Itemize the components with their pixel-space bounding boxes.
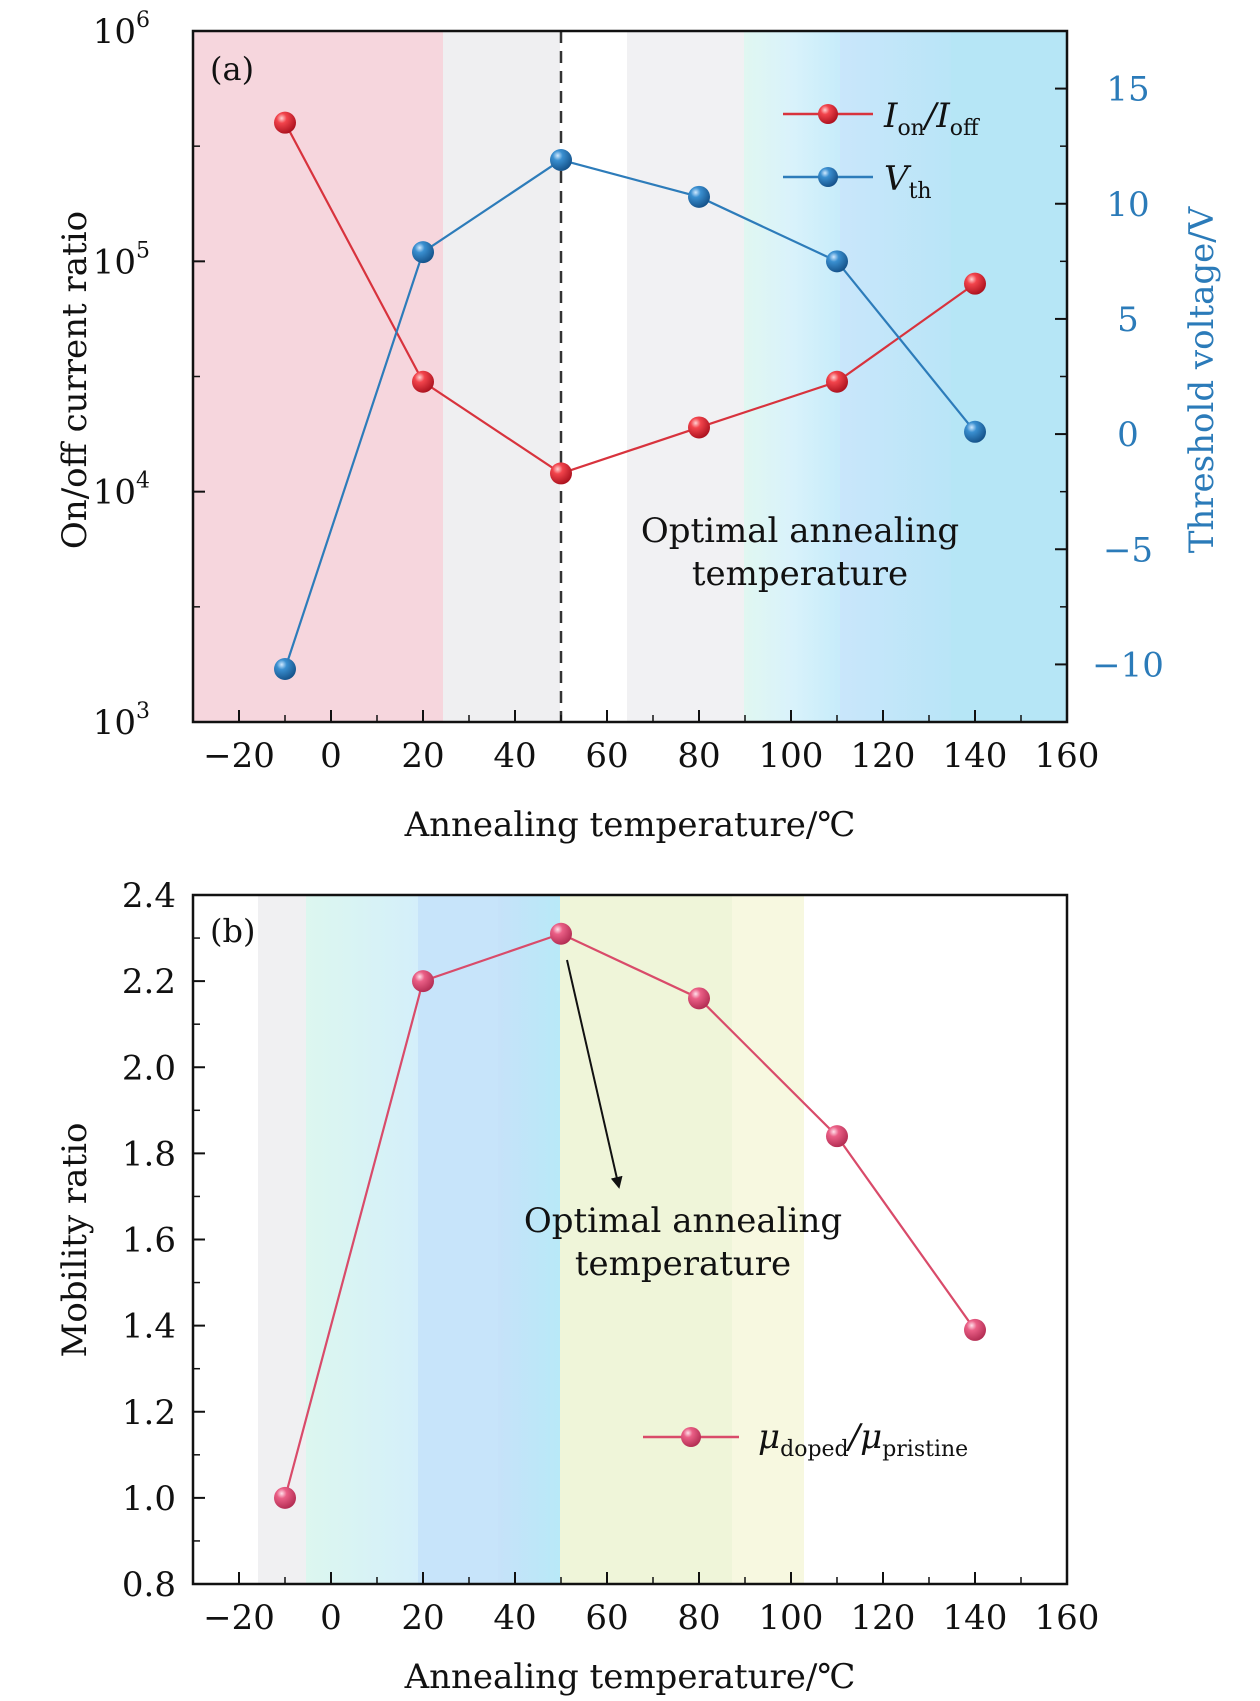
panel-b-legend: μdoped/μpristine: [643, 1417, 968, 1462]
panel-a-x-tick-label: 0: [320, 736, 342, 776]
panel-a-x-tick-label: 40: [493, 736, 536, 776]
legend-vth-label: Vth: [884, 159, 932, 204]
panel-a-right-y-tick-label: 15: [1106, 70, 1149, 110]
vth-point-2: [550, 148, 572, 171]
ion-ioff-point-3: [688, 416, 710, 439]
ion-ioff-series-line: [284, 122, 976, 475]
panel-a-right-y-tick-label: 5: [1117, 300, 1139, 340]
panel-b-annotation-line1: Optimal annealing: [524, 1201, 842, 1241]
panel-b-y-tick-label: 1.6: [122, 1221, 176, 1261]
panel-a-annotation-line1: Optimal annealing: [641, 511, 959, 551]
mobility-ratio-point-2: [550, 922, 572, 945]
ion-ioff-point-1: [412, 370, 434, 393]
legend-mobility-marker: [681, 1427, 701, 1447]
panel-a-x-tick-label: −20: [203, 736, 275, 776]
panel-a-left-y-axis-label: On/off current ratio: [55, 211, 95, 549]
vth-point-4: [826, 250, 848, 273]
panel-a-x-tick-label: 140: [943, 736, 1008, 776]
panel-a-left-y-tick-label: 105: [93, 238, 150, 282]
panel-b-y-axis-label: Mobility ratio: [55, 1123, 95, 1358]
legend-mobility-label: μdoped/μpristine: [758, 1417, 968, 1462]
panel-a-right-y-tick-label: −5: [1103, 530, 1153, 570]
panel-a-x-tick-label: 160: [1035, 736, 1100, 776]
ion-ioff-point-4: [826, 370, 848, 393]
panel-b-y-tick-label: 1.2: [122, 1393, 176, 1433]
panel-a-x-tick-label: 100: [759, 736, 824, 776]
panel-a-right-y-axis-label: Threshold voltage/V: [1182, 205, 1222, 553]
panel-b-x-tick-label: 60: [585, 1598, 628, 1638]
mobility-ratio-point-4: [826, 1125, 848, 1148]
panel-a-left-y-tick-label: 104: [93, 469, 150, 513]
panel-a-x-tick-label: 20: [401, 736, 444, 776]
panel-b-x-tick-label: 160: [1035, 1598, 1100, 1638]
ion-ioff-point-2: [550, 462, 572, 485]
panel-b-x-tick-label: 140: [943, 1598, 1008, 1638]
panel-b-label: (b): [210, 912, 255, 950]
vth-point-3: [688, 185, 710, 208]
panel-a-label: (a): [210, 50, 254, 88]
panel-b-annotation-line2: temperature: [575, 1244, 791, 1284]
legend-ion-ioff-label: Ion/Ioff: [883, 96, 980, 141]
panel-b-y-tick-label: 1.8: [122, 1134, 176, 1174]
panel-b-x-tick-label: 100: [759, 1598, 824, 1638]
panel-a-x-tick-label: 120: [851, 736, 916, 776]
mobility-ratio-point-0: [274, 1486, 296, 1509]
vth-series-line: [283, 158, 976, 670]
panel-b-y-tick-label: 2.0: [122, 1048, 176, 1088]
vth-point-0: [274, 658, 296, 681]
vth-point-5: [964, 420, 986, 443]
panel-b-x-tick-label: 20: [401, 1598, 444, 1638]
panel-a-x-tick-label: 60: [585, 736, 628, 776]
panel-b-y-tick-label: 2.2: [122, 962, 176, 1002]
panel-b-y-tick-label: 2.4: [122, 876, 176, 916]
panel-b: −20 0 20 40 60 80 100 120 140 160 0.8 1.0 1.2 1.4 1.6…: [55, 876, 1099, 1697]
mobility-ratio-point-3: [688, 987, 710, 1010]
panel-a-background-bands: [193, 31, 1067, 722]
panel-b-x-tick-label: 40: [493, 1598, 536, 1638]
panel-a-right-y-tick-label: 0: [1117, 415, 1139, 455]
panel-a-annotation-line2: temperature: [692, 554, 908, 594]
panel-b-background-bands: [258, 895, 804, 1584]
panel-a-x-tick-label: 80: [677, 736, 720, 776]
panel-b-y-tick-label: 1.4: [122, 1307, 176, 1347]
panel-b-annotation-arrow: [566, 959, 623, 1189]
panel-b-x-tick-label: 0: [320, 1598, 342, 1638]
panel-b-x-tick-label: −20: [203, 1598, 275, 1638]
ion-ioff-point-0: [274, 111, 296, 134]
panel-b-y-tick-label: 1.0: [122, 1479, 176, 1519]
panel-a-x-axis-label: Annealing temperature/℃: [404, 805, 856, 845]
panel-a-left-y-tick-label: 106: [93, 8, 150, 52]
panel-a-legend: Ion/Ioff Vth: [783, 96, 980, 204]
panel-a-right-y-tick-label: −10: [1092, 645, 1164, 685]
legend-ion-ioff-marker: [818, 104, 838, 124]
panel-a-right-y-tick-label: 10: [1106, 185, 1149, 225]
mobility-ratio-series-line: [283, 932, 976, 1499]
panel-a-left-y-tick-label: 103: [93, 699, 150, 743]
legend-vth-marker: [818, 167, 838, 187]
mobility-ratio-point-5: [964, 1318, 986, 1341]
panel-b-x-tick-label: 120: [851, 1598, 916, 1638]
panel-b-x-tick-label: 80: [677, 1598, 720, 1638]
panel-b-x-axis-label: Annealing temperature/℃: [404, 1657, 856, 1697]
vth-point-1: [412, 241, 434, 264]
mobility-ratio-point-1: [412, 970, 434, 993]
ion-ioff-point-5: [964, 272, 986, 295]
panel-b-y-tick-label: 0.8: [122, 1565, 176, 1605]
